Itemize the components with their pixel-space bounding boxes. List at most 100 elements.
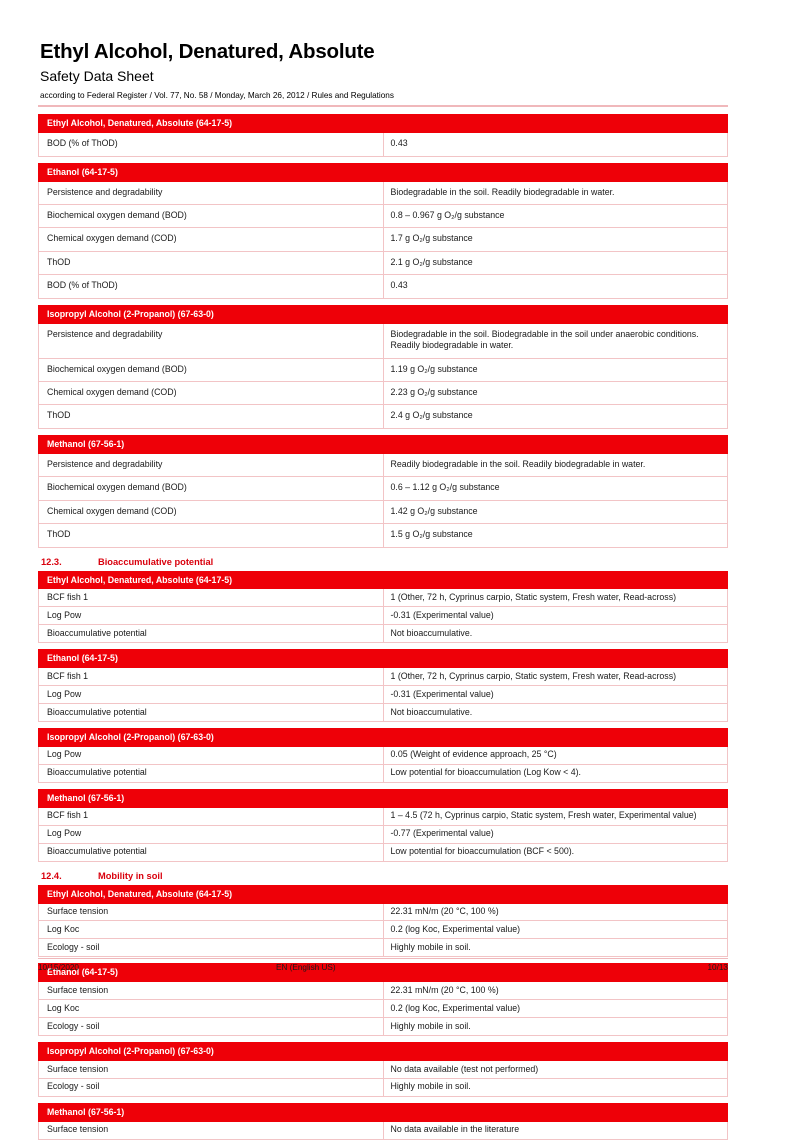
substance-header-row: Ethanol (64-17-5): [38, 162, 728, 182]
substance-table: Ethanol (64-17-5) Persistence and degrada…: [38, 162, 728, 299]
table-row: Ecology - soil Highly mobile in soil.: [38, 938, 728, 958]
substance-name: Isopropyl Alcohol (2-Propanol) (67-63-0): [38, 728, 728, 747]
property-label: Surface tension: [38, 1060, 384, 1079]
substance-name: Ethyl Alcohol, Denatured, Absolute (64-1…: [38, 570, 728, 590]
table-row: Log Koc 0.2 (log Koc, Experimental value): [38, 999, 728, 1019]
property-value: Biodegradable in the soil. Readily biode…: [382, 180, 728, 206]
property-label: Log Pow: [38, 606, 384, 626]
table-row: Bioaccumulative potential Not bioaccumula…: [38, 703, 728, 722]
substance-header-row: Methanol (67-56-1): [38, 788, 728, 808]
table-row: Chemical oxygen demand (COD) 2.23 g O₂/g …: [38, 380, 728, 406]
section-number: 12.4.: [41, 870, 62, 881]
table-row: Surface tension 22.31 mN/m (20 °C, 100 %): [38, 981, 728, 1001]
property-label: Persistence and degradability: [38, 452, 384, 478]
property-value: -0.77 (Experimental value): [382, 824, 728, 844]
table-row: Persistence and degradability Biodegradab…: [38, 322, 728, 359]
property-value: 1 – 4.5 (72 h, Cyprinus carpio, Static s…: [382, 806, 728, 826]
substance-table: Methanol (67-56-1) Surface tension No data…: [38, 1102, 728, 1140]
substance-name: Isopropyl Alcohol (2-Propanol) (67-63-0): [38, 304, 728, 324]
property-label: Log Pow: [38, 685, 384, 705]
header-divider: [38, 105, 728, 108]
property-value: 1.19 g O₂/g substance: [382, 357, 728, 382]
property-label: Bioaccumulative potential: [38, 842, 384, 862]
section-heading-12.4: 12.4. Mobility in soil: [41, 871, 728, 881]
property-label: Biochemical oxygen demand (BOD): [38, 476, 384, 501]
table-row: Biochemical oxygen demand (BOD) 0.6 – 1.1…: [38, 476, 728, 501]
substance-header-row: Methanol (67-56-1): [38, 1102, 728, 1122]
table-row: Bioaccumulative potential Low potential f…: [38, 763, 728, 783]
property-label: Biochemical oxygen demand (BOD): [38, 204, 384, 229]
property-label: Ecology - soil: [38, 938, 384, 958]
property-value: Readily biodegradable in the soil. Readi…: [382, 452, 728, 478]
table-row: Log Pow -0.31 (Experimental value): [38, 606, 728, 626]
property-label: Surface tension: [38, 902, 384, 922]
substance-name: Ethyl Alcohol, Denatured, Absolute (64-1…: [38, 884, 728, 904]
substance-table: Ethanol (64-17-5) Surface tension 22.31 mN…: [38, 963, 728, 1037]
substance-header-row: Ethanol (64-17-5): [38, 649, 728, 669]
table-row: Bioaccumulative potential Low potential f…: [38, 842, 728, 862]
property-label: Chemical oxygen demand (COD): [38, 227, 384, 252]
property-label: ThOD: [38, 404, 384, 429]
property-value: Highly mobile in soil.: [382, 1017, 728, 1037]
property-label: BCF fish 1: [38, 806, 384, 826]
property-value: Not bioaccumulative.: [382, 624, 728, 644]
substance-header-row: Methanol (67-56-1): [38, 434, 728, 454]
property-value: 2.23 g O₂/g substance: [382, 380, 728, 406]
substance-header-row: Ethanol (64-17-5): [38, 963, 728, 983]
substance-header-row: Isopropyl Alcohol (2-Propanol) (67-63-0): [38, 1042, 728, 1062]
table-row: Surface tension No data available in the …: [38, 1120, 728, 1140]
property-label: Ecology - soil: [38, 1017, 384, 1037]
property-label: Log Koc: [38, 999, 384, 1019]
section-heading-12.3: 12.3. Bioaccumulative potential: [41, 557, 728, 567]
footer-page-number: 10/13: [707, 963, 729, 972]
property-value: 0.6 – 1.12 g O₂/g substance: [382, 476, 728, 501]
table-row: BOD (% of ThOD) 0.43: [38, 132, 728, 157]
substance-name: Isopropyl Alcohol (2-Propanol) (67-63-0): [38, 1042, 728, 1062]
property-value: 2.4 g O₂/g substance: [382, 404, 728, 429]
substance-header-row: Ethyl Alcohol, Denatured, Absolute (64-1…: [38, 570, 728, 590]
property-label: Ecology - soil: [38, 1077, 384, 1097]
property-value: 1 (Other, 72 h, Cyprinus carpio, Static …: [382, 588, 728, 608]
property-label: Bioaccumulative potential: [38, 703, 384, 722]
page-footer: 10/15/2020 EN (English US) 10/13: [38, 958, 728, 972]
table-row: Persistence and degradability Biodegradab…: [38, 180, 728, 206]
property-label: Surface tension: [38, 981, 384, 1001]
table-row: Surface tension No data available (test n…: [38, 1060, 728, 1079]
substance-table: Isopropyl Alcohol (2-Propanol) (67-63-0)…: [38, 1042, 728, 1097]
page-title: Ethyl Alcohol, Denatured, Absolute: [40, 40, 375, 63]
property-value: -0.31 (Experimental value): [382, 685, 728, 705]
property-label: Chemical oxygen demand (COD): [38, 380, 384, 406]
table-row: ThOD 2.1 g O₂/g substance: [38, 250, 728, 276]
property-value: Low potential for bioaccumulation (BCF <…: [382, 842, 728, 862]
property-value: 1.7 g O₂/g substance: [382, 227, 728, 252]
substance-name: Ethanol (64-17-5): [38, 649, 728, 669]
property-label: ThOD: [38, 523, 384, 548]
property-label: ThOD: [38, 250, 384, 276]
property-label: Log Pow: [38, 745, 384, 765]
substance-name: Ethyl Alcohol, Denatured, Absolute (64-1…: [38, 114, 728, 134]
property-value: No data available (test not performed): [382, 1060, 728, 1079]
footer-date: 10/15/2020: [38, 963, 79, 972]
property-label: Bioaccumulative potential: [38, 763, 384, 783]
table-row: ThOD 1.5 g O₂/g substance: [38, 523, 728, 548]
substance-name: Methanol (67-56-1): [38, 1102, 728, 1122]
property-value: Low potential for bioaccumulation (Log K…: [382, 763, 728, 783]
sections-container: Ethyl Alcohol, Denatured, Absolute (64-1…: [38, 114, 728, 1140]
substance-table: Ethyl Alcohol, Denatured, Absolute (64-1…: [38, 570, 728, 644]
property-label: Surface tension: [38, 1120, 384, 1140]
substance-table: Methanol (67-56-1) Persistence and degrad…: [38, 434, 728, 548]
table-row: Ecology - soil Highly mobile in soil.: [38, 1017, 728, 1037]
substance-header-row: Ethyl Alcohol, Denatured, Absolute (64-1…: [38, 884, 728, 904]
footer-language: EN (English US): [276, 963, 336, 972]
property-label: Persistence and degradability: [38, 180, 384, 206]
table-row: Log Koc 0.2 (log Koc, Experimental value): [38, 920, 728, 940]
property-label: BCF fish 1: [38, 588, 384, 608]
table-row: BOD (% of ThOD) 0.43: [38, 274, 728, 299]
section-title: Mobility in soil: [98, 870, 163, 881]
section-title: Bioaccumulative potential: [98, 556, 214, 567]
table-row: Chemical oxygen demand (COD) 1.42 g O₂/g …: [38, 499, 728, 525]
